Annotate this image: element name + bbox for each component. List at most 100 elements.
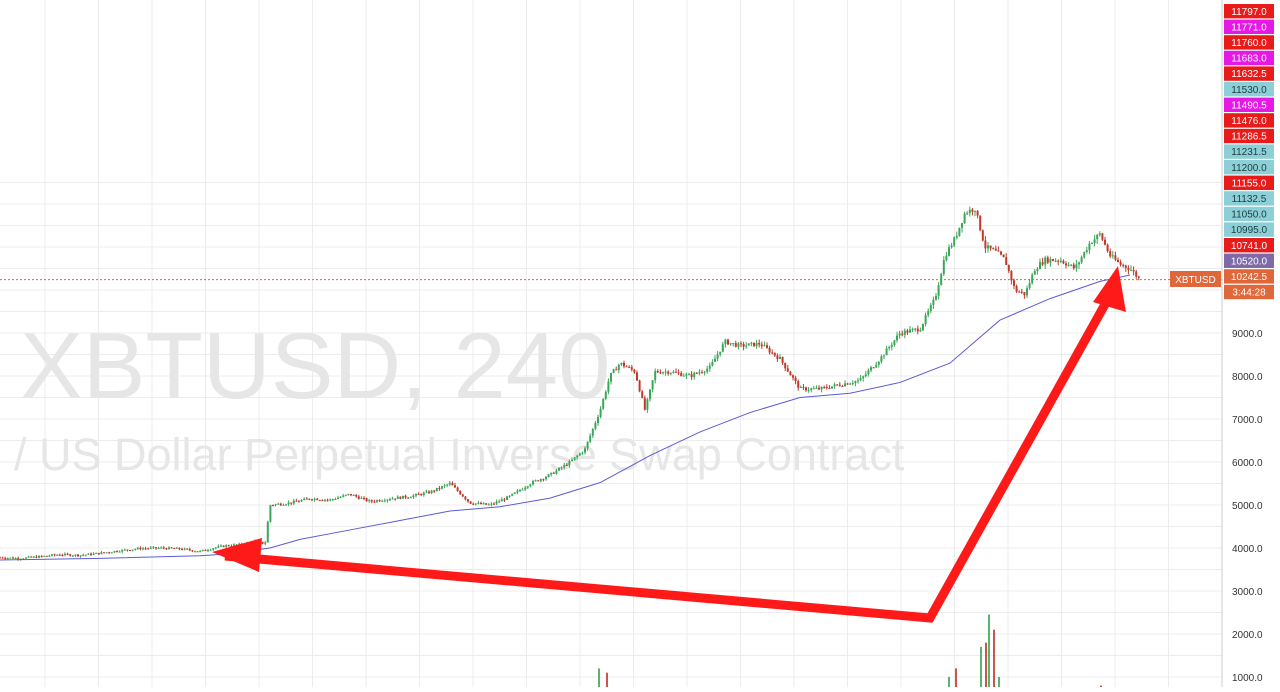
candle-body: [968, 209, 971, 214]
candle-body: [1000, 251, 1002, 255]
candle-body: [521, 489, 524, 491]
candle-body: [97, 552, 100, 555]
candle-body: [945, 255, 948, 261]
candle-body: [493, 503, 495, 505]
volume-bar: [598, 668, 600, 687]
candle-body: [542, 479, 545, 481]
candle-body: [597, 417, 599, 424]
candle-body: [828, 387, 831, 389]
candle-body: [771, 352, 774, 354]
price-tag-box: [1224, 284, 1274, 300]
candle-body: [1049, 259, 1052, 263]
price-tag-text: 11200.0: [1231, 163, 1267, 174]
candle-body: [292, 500, 295, 504]
candle-body: [368, 500, 371, 502]
watermark-title: XBTUSD, 240: [20, 313, 610, 418]
candle-body: [558, 467, 560, 471]
candle-body: [381, 500, 384, 502]
candle-body: [82, 555, 85, 557]
price-tag-text: 11797.0: [1231, 7, 1267, 18]
candle-body: [745, 345, 748, 347]
candle-body: [391, 498, 394, 500]
candle-body: [675, 371, 677, 373]
candle-body: [443, 485, 446, 487]
candle-body: [12, 557, 14, 559]
candle-body: [430, 490, 433, 494]
candle-body: [545, 477, 547, 480]
candle-body: [53, 554, 56, 556]
candle-body: [1031, 274, 1034, 284]
candle-body: [482, 503, 485, 505]
candle-body: [316, 498, 319, 501]
candle-body: [760, 344, 763, 347]
candle-body: [412, 495, 415, 498]
candle-body: [230, 545, 233, 547]
candle-body: [870, 367, 872, 371]
candle-body: [43, 555, 46, 557]
candle-body: [797, 381, 800, 388]
candle-body: [157, 547, 160, 549]
candle-body: [269, 505, 272, 522]
candle-body: [571, 459, 573, 462]
candle-body: [992, 248, 995, 250]
candle-body: [1065, 263, 1067, 266]
candle-body: [66, 553, 69, 555]
price-tag-text: 11632.5: [1231, 69, 1267, 80]
candle-body: [451, 482, 454, 486]
candle-body: [880, 356, 883, 362]
volume-bar: [993, 629, 995, 687]
candle-body: [1091, 243, 1093, 245]
candle-body: [708, 365, 711, 369]
candle-body: [883, 355, 885, 357]
candle-body: [1096, 234, 1099, 240]
candle-body: [456, 487, 459, 491]
candle-body: [532, 481, 534, 485]
price-axis-tags: 11797.0 11771.0 11760.0 11683.0 11632.5 11530…: [1224, 4, 1274, 300]
candle-body: [454, 485, 456, 488]
candle-body: [565, 464, 568, 466]
candle-body: [929, 304, 932, 312]
candle-body: [552, 472, 555, 474]
candle-body: [742, 343, 745, 347]
candle-body: [950, 245, 953, 248]
price-axis-ticks[interactable]: 9000.0 8000.0 7000.0 6000.0 5000.0 4000.0 3000…: [1232, 329, 1263, 684]
volume-bar: [998, 677, 1000, 687]
candle-body: [851, 383, 854, 385]
candle-body: [1057, 260, 1060, 262]
candle-body: [721, 344, 724, 352]
candle-body: [38, 555, 40, 558]
candle-body: [168, 547, 170, 550]
candle-body: [318, 500, 321, 502]
price-tag-box: [1224, 238, 1274, 253]
price-tag-text: 11286.5: [1231, 132, 1267, 143]
candle-body: [183, 548, 186, 550]
candle-body: [940, 274, 943, 286]
candle-body: [25, 557, 27, 559]
candle-body: [1020, 291, 1023, 293]
candle-body: [1052, 259, 1054, 261]
candle-body: [823, 386, 826, 388]
candle-body: [922, 324, 924, 331]
candle-body: [274, 504, 277, 506]
candle-body: [958, 227, 961, 236]
candle-body: [547, 474, 550, 478]
candle-body: [862, 376, 865, 379]
candle-body: [420, 494, 423, 496]
candle-body: [906, 330, 909, 333]
candle-body: [277, 503, 280, 505]
candle-body: [45, 555, 48, 557]
candle-body: [123, 549, 126, 551]
candle-body: [867, 370, 870, 375]
candle-body: [295, 500, 298, 502]
candle-body: [342, 495, 345, 497]
candle-body: [402, 495, 404, 499]
price-tag-text: 10242.5: [1231, 272, 1268, 283]
candle-body: [313, 498, 316, 500]
candle-body: [753, 342, 755, 347]
price-tick-label: 6000.0: [1232, 458, 1263, 469]
candle-body: [979, 215, 982, 231]
candle-body: [519, 490, 521, 492]
price-tag-box: [1224, 191, 1274, 206]
